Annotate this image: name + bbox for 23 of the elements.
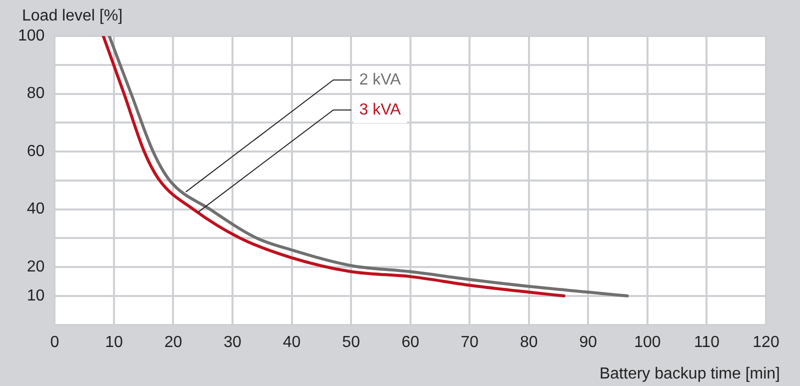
x-tick-label: 110 xyxy=(694,334,720,351)
y-tick-label: 40 xyxy=(26,200,45,218)
x-tick-label: 10 xyxy=(105,334,123,351)
y-axis-title: Load level [%] xyxy=(22,7,123,24)
text: 2 kVA xyxy=(359,71,402,88)
x-tick-label: 100 xyxy=(634,334,661,351)
text: 3 kVA xyxy=(359,101,402,118)
y-tick-label: 20 xyxy=(26,258,45,276)
x-tick-label: 50 xyxy=(342,334,360,351)
x-tick-label: 40 xyxy=(282,334,301,351)
x-axis-title: Battery backup time [min] xyxy=(599,365,780,382)
y-tick-label: 60 xyxy=(26,142,45,160)
x-tick-label: 60 xyxy=(401,334,420,351)
x-tick-label: 80 xyxy=(520,334,538,351)
y-tick-label: 10 xyxy=(26,287,45,304)
x-tick-label: 20 xyxy=(164,334,182,351)
x-tick-label: 70 xyxy=(460,334,479,351)
y-tick-label: 80 xyxy=(26,85,45,102)
x-tick-label: 90 xyxy=(579,334,598,351)
x-tick-label: 120 xyxy=(752,334,780,351)
x-tick-label: 0 xyxy=(50,334,60,351)
x-tick-label: 30 xyxy=(224,334,242,351)
y-tick-label: 100 xyxy=(18,27,45,44)
